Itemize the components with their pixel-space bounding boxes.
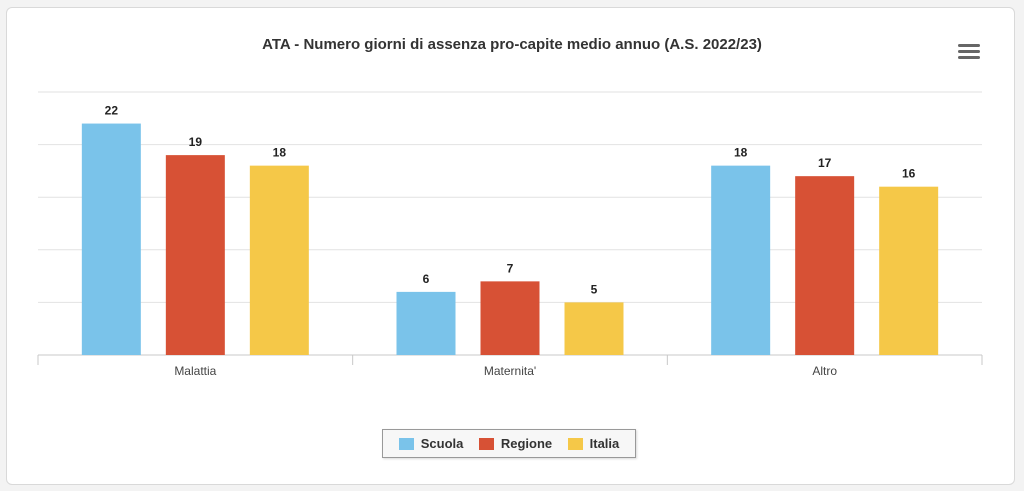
bar-regione-0[interactable] [165, 155, 225, 355]
data-label: 17 [818, 156, 832, 170]
data-label: 18 [273, 146, 287, 160]
legend-item-scuola[interactable]: Scuola [398, 436, 464, 451]
legend-item-italia[interactable]: Italia [567, 436, 620, 451]
bar-scuola-2[interactable] [711, 165, 771, 355]
bar-scuola-0[interactable] [81, 123, 141, 355]
legend-swatch-scuola [398, 437, 414, 450]
data-label: 7 [507, 261, 514, 275]
bar-regione-2[interactable] [795, 176, 855, 355]
data-label: 19 [189, 135, 203, 149]
bar-italia-0[interactable] [249, 165, 309, 355]
legend-label-italia: Italia [589, 436, 620, 451]
x-tick-label: Maternita' [484, 364, 536, 378]
chart-title: ATA - Numero giorni di assenza pro-capit… [262, 36, 762, 53]
data-label: 6 [423, 272, 430, 286]
x-tick-label: Malattia [174, 364, 216, 378]
bar-regione-1[interactable] [480, 281, 540, 355]
legend: Scuola Regione Italia [382, 429, 636, 458]
bar-scuola-1[interactable] [396, 291, 456, 355]
data-label: 16 [902, 167, 916, 181]
legend-label-regione: Regione [500, 436, 553, 451]
legend-label-scuola: Scuola [420, 436, 464, 451]
hamburger-menu-icon[interactable] [958, 44, 980, 62]
legend-swatch-regione [478, 437, 494, 450]
legend-item-regione[interactable]: Regione [478, 436, 553, 451]
legend-swatch-italia [567, 437, 583, 450]
data-label: 22 [105, 104, 119, 118]
bar-italia-2[interactable] [879, 186, 939, 355]
data-label: 18 [734, 146, 748, 160]
bar-italia-1[interactable] [564, 302, 624, 355]
data-label: 5 [591, 282, 598, 296]
x-tick-label: Altro [812, 364, 837, 378]
